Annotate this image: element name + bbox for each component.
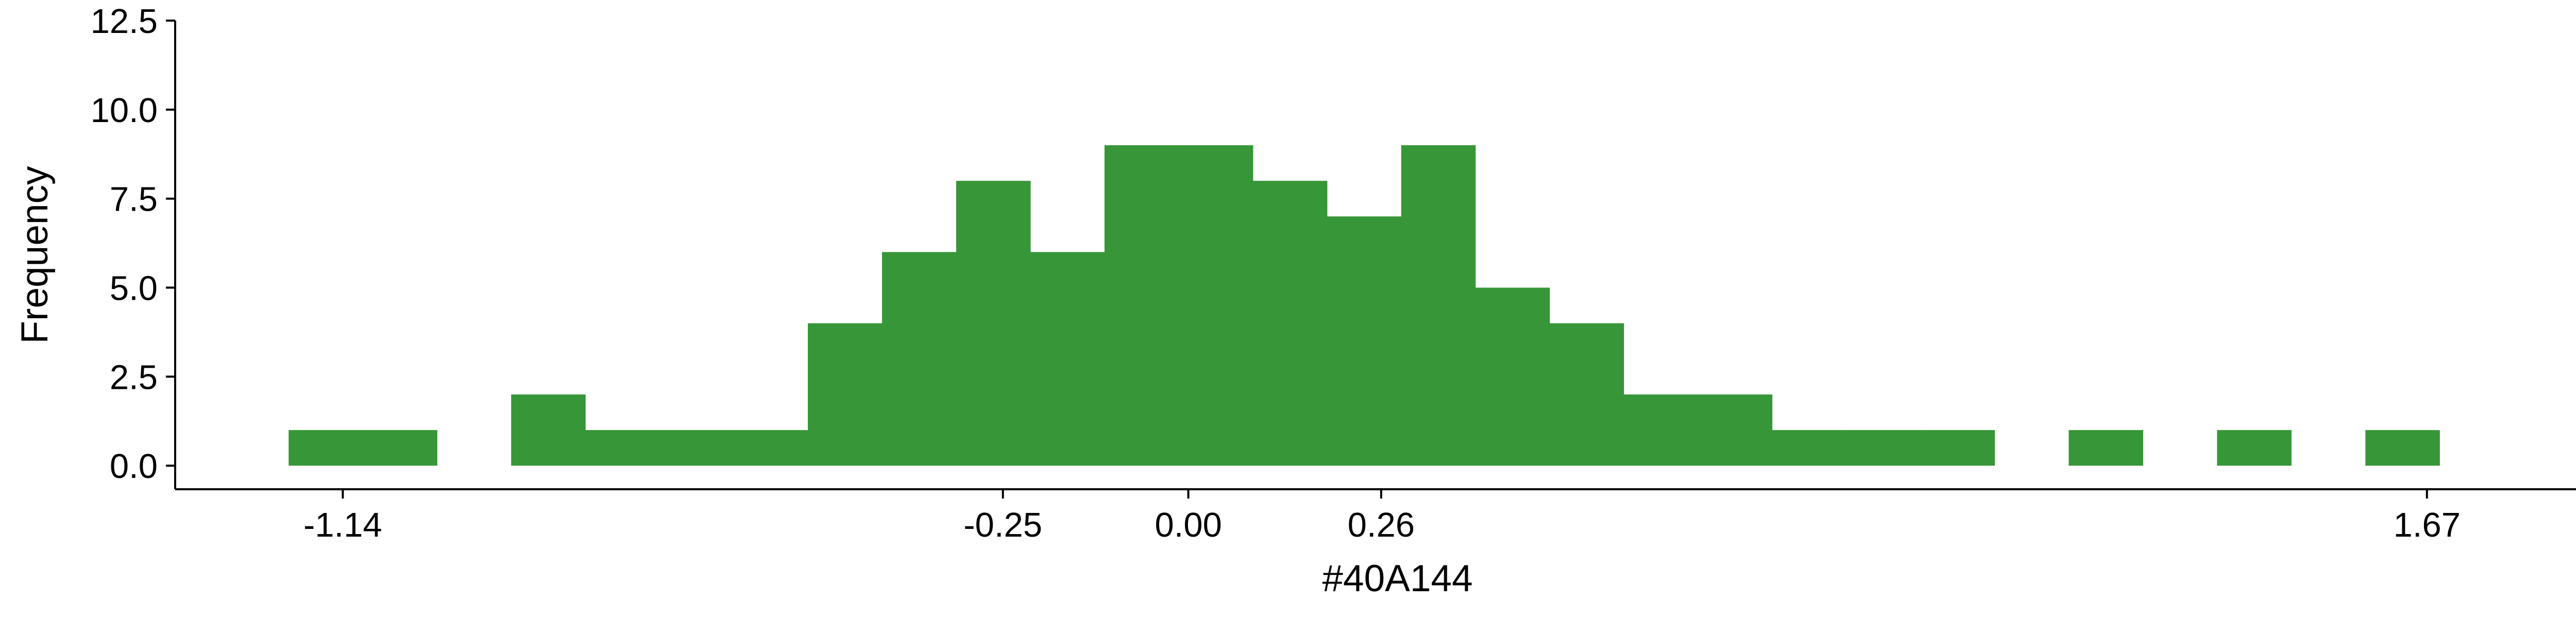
histogram-bar	[511, 394, 586, 466]
y-tick-label: 2.5	[110, 358, 158, 397]
histogram-bar	[363, 430, 437, 466]
y-axis-title: Frequency	[14, 166, 56, 344]
y-tick-label: 0.0	[110, 447, 158, 486]
histogram-bar	[807, 323, 883, 466]
y-axis-ticks: 0.0 2.5 5.0 7.5 10.0 12.5	[91, 2, 175, 486]
histogram-bar	[1549, 323, 1624, 466]
y-tick-label: 10.0	[91, 91, 158, 130]
y-tick-label: 12.5	[91, 2, 158, 41]
histogram-bar	[1920, 430, 1995, 466]
histogram-bar	[2365, 430, 2440, 466]
y-tick-label: 7.5	[110, 180, 158, 219]
histogram-bar	[1623, 394, 1699, 466]
histogram-bar	[1475, 287, 1550, 466]
x-axis-title: #40A144	[1322, 558, 1472, 599]
histogram-bar	[1104, 145, 1179, 466]
bars-layer	[289, 145, 2440, 466]
x-tick-label: -0.25	[963, 506, 1042, 544]
y-tick-label: 5.0	[110, 269, 158, 308]
histogram-bar	[882, 252, 957, 466]
x-tick-label: 1.67	[2393, 506, 2460, 544]
histogram-bar	[1698, 394, 1773, 466]
histogram-bar	[2217, 430, 2292, 466]
histogram-bar	[2069, 430, 2143, 466]
histogram-bar	[956, 181, 1031, 466]
histogram-bar	[1327, 216, 1402, 466]
histogram-bar	[1178, 145, 1253, 466]
histogram-bar	[734, 430, 808, 466]
x-tick-label: -1.14	[303, 506, 382, 544]
histogram-bar	[1252, 181, 1328, 466]
x-tick-label: 0.00	[1155, 506, 1222, 544]
histogram-bar	[1030, 252, 1105, 466]
histogram-bar	[289, 430, 363, 466]
histogram-bar	[659, 430, 734, 466]
histogram-bar	[1401, 145, 1476, 466]
histogram-bar	[1846, 430, 1921, 466]
histogram-bar	[585, 430, 660, 466]
x-tick-label: 0.26	[1348, 506, 1415, 544]
x-axis-ticks: -1.14 -0.25 0.00 0.26 1.67	[303, 489, 2461, 544]
histogram-bar	[1772, 430, 1847, 466]
